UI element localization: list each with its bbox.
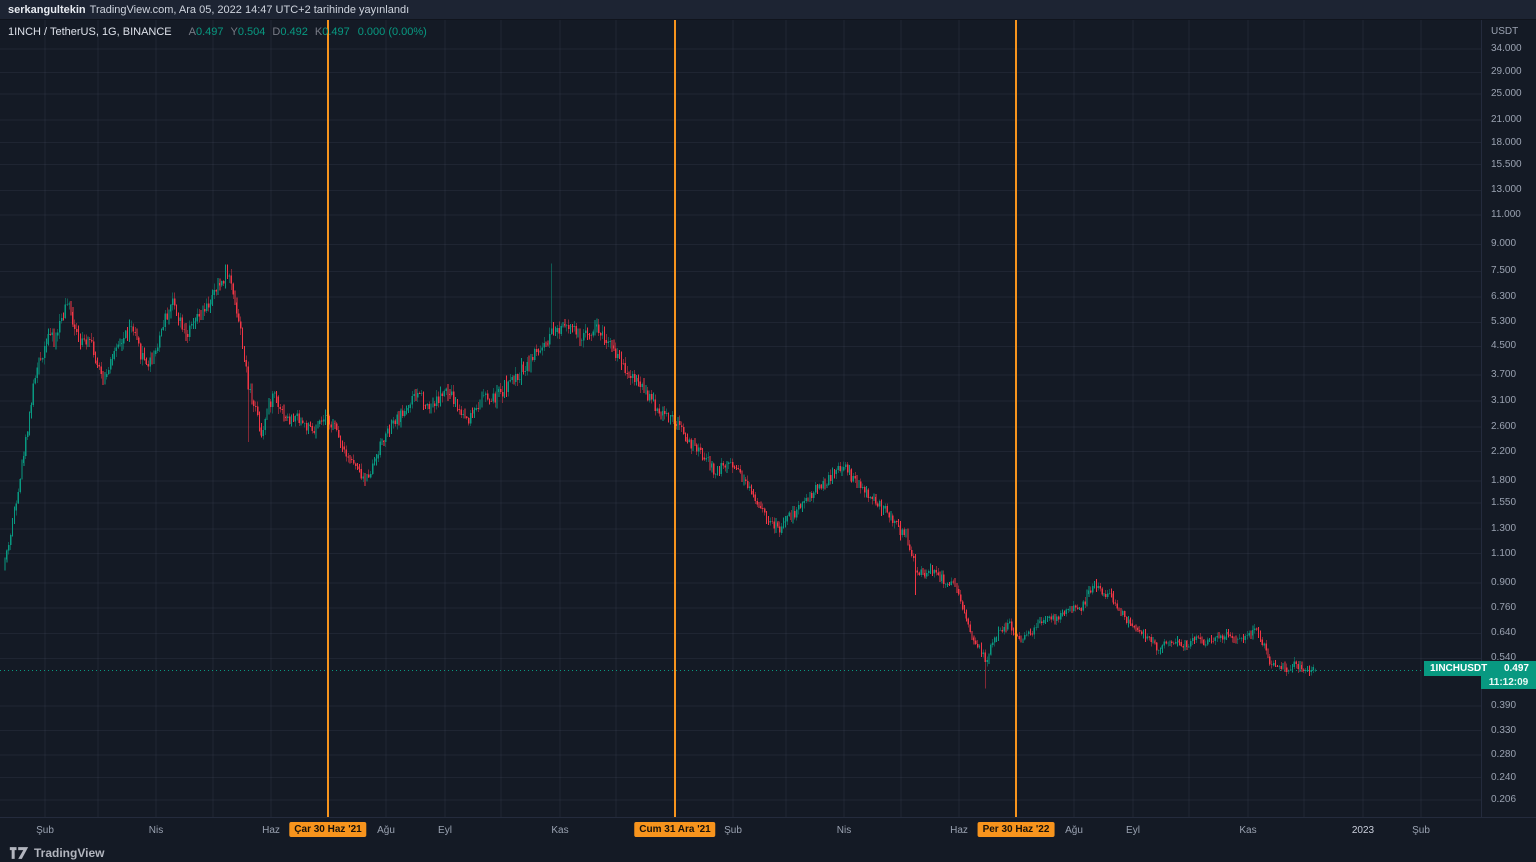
price-tick: 5.300 xyxy=(1491,316,1517,327)
ohlc-value: 0.497 xyxy=(322,26,350,38)
price-axis-unit: USDT xyxy=(1491,26,1519,37)
price-tick: 2.200 xyxy=(1491,446,1517,457)
publish-bar: serkangultekin TradingView.com, Ara 05, … xyxy=(0,0,1536,20)
time-tick-month: Kas xyxy=(1239,825,1257,836)
price-tick: 25.000 xyxy=(1491,88,1522,99)
price-tick: 1.800 xyxy=(1491,475,1517,486)
chart-area[interactable]: 1INCH / TetherUS, 1G, BINANCE A0.497 Y0.50… xyxy=(0,20,1481,817)
event-date-label[interactable]: Cum 31 Ara '21 xyxy=(634,822,716,837)
ohlc-key: A xyxy=(188,26,196,38)
price-tick: 0.640 xyxy=(1491,627,1517,638)
ohlc-key: D xyxy=(272,26,281,38)
publish-info: TradingView.com, Ara 05, 2022 14:47 UTC+… xyxy=(89,3,410,16)
candlestick-canvas[interactable] xyxy=(0,20,1481,817)
price-tick: 0.760 xyxy=(1491,602,1517,613)
price-tick: 3.100 xyxy=(1491,395,1517,406)
price-tick: 9.000 xyxy=(1491,238,1517,249)
ohlc-value: 0.504 xyxy=(237,26,266,38)
time-tick-month: Şub xyxy=(1412,825,1430,836)
price-tick: 6.300 xyxy=(1491,291,1517,302)
time-tick-month: Şub xyxy=(724,825,742,836)
ohlc-key: Y xyxy=(230,26,238,38)
price-tick: 15.500 xyxy=(1491,159,1522,170)
price-tick: 3.700 xyxy=(1491,369,1517,380)
time-tick-month: Nis xyxy=(836,825,852,836)
ohlc-value: 0.492 xyxy=(280,26,308,38)
price-tick: 0.280 xyxy=(1491,749,1517,760)
price-tick: 34.000 xyxy=(1491,43,1522,54)
price-tick: 0.240 xyxy=(1491,772,1517,783)
price-tick: 1.100 xyxy=(1491,548,1517,559)
time-tick-month: Eyl xyxy=(1126,825,1140,836)
tradingview-wordmark: TradingView xyxy=(34,846,105,860)
price-tick: 29.000 xyxy=(1491,66,1522,77)
time-tick-year: 2023 xyxy=(1351,825,1375,836)
publisher-username: serkangultekin xyxy=(8,3,86,16)
last-price-value: 0.497 xyxy=(1503,663,1529,674)
time-tick-month: Ağu xyxy=(377,825,395,836)
bottom-strip: TradingView xyxy=(0,845,1536,862)
time-tick-month: Ağu xyxy=(1065,825,1083,836)
change-value: 0.000 (0.00%) xyxy=(357,26,427,38)
time-tick-month: Şub xyxy=(36,825,54,836)
price-tick: 1.300 xyxy=(1491,523,1517,534)
price-tick: 2.600 xyxy=(1491,421,1517,432)
last-price-label: 1INCHUSDT 0.497 11:12:09 xyxy=(1424,661,1536,689)
price-tick: 1.550 xyxy=(1491,497,1517,508)
price-tick: 18.000 xyxy=(1491,137,1522,148)
time-axis[interactable]: Şub Nis Haz Ağu Eyl Kas Şub Nis Haz Ağu Eyl Kas 2023… xyxy=(0,817,1536,845)
price-tick: 0.900 xyxy=(1491,577,1517,588)
time-tick-month: Kas xyxy=(551,825,569,836)
event-date-label[interactable]: Çar 30 Haz '21 xyxy=(289,822,367,837)
symbol-title[interactable]: 1INCH / TetherUS, 1G, BINANCE xyxy=(8,26,172,38)
ohlc-values: A0.497 Y0.504 D0.492 K0.497 0.000 (0.00%) xyxy=(182,26,427,38)
time-tick-month: Haz xyxy=(950,825,968,836)
time-tick-month: Haz xyxy=(262,825,280,836)
price-tick: 21.000 xyxy=(1491,114,1522,125)
price-tick: 7.500 xyxy=(1491,265,1517,276)
time-tick-month: Nis xyxy=(148,825,164,836)
price-tick: 13.000 xyxy=(1491,184,1522,195)
ohlc-value: 0.497 xyxy=(195,26,224,38)
tradingview-logo[interactable]: TradingView xyxy=(9,846,104,860)
bar-close-countdown: 11:12:09 xyxy=(1481,676,1536,689)
chart-legend: 1INCH / TetherUS, 1G, BINANCE A0.497 Y0.50… xyxy=(8,26,427,38)
last-price-symbol: 1INCHUSDT xyxy=(1430,663,1488,674)
price-tick: 0.206 xyxy=(1491,794,1517,805)
time-tick-month: Eyl xyxy=(438,825,452,836)
price-tick: 4.500 xyxy=(1491,340,1517,351)
price-tick: 0.540 xyxy=(1491,652,1517,663)
price-tick: 11.000 xyxy=(1491,209,1521,220)
tradingview-icon xyxy=(9,847,29,859)
price-tick: 0.390 xyxy=(1491,700,1517,711)
ohlc-key: K xyxy=(314,26,323,38)
event-date-label[interactable]: Per 30 Haz '22 xyxy=(977,822,1055,837)
price-tick: 0.330 xyxy=(1491,725,1517,736)
price-axis[interactable]: USDT 34.000 29.000 25.000 21.000 18.000 15.50… xyxy=(1481,20,1536,817)
